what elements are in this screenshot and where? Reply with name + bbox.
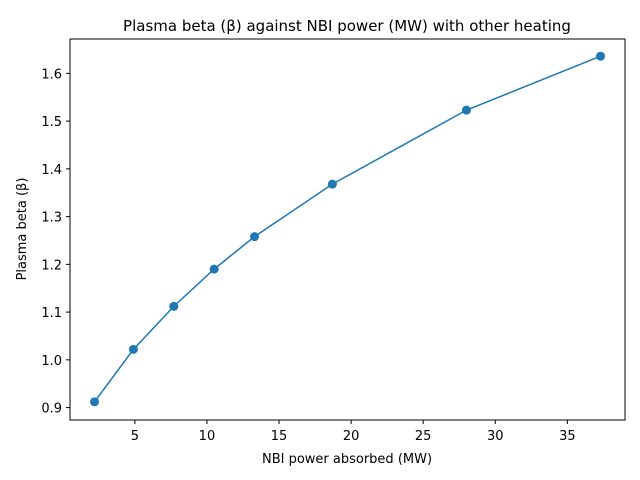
chart-title: Plasma beta (β) against NBI power (MW) w… — [123, 17, 571, 35]
y-tick-label: 1.3 — [41, 211, 62, 226]
x-tick-label: 20 — [343, 429, 360, 444]
x-tick-label: 5 — [131, 429, 139, 444]
y-tick-label: 1.6 — [41, 67, 62, 82]
data-point — [250, 232, 260, 242]
data-series — [90, 51, 605, 407]
data-point — [128, 344, 138, 354]
data-point — [327, 179, 337, 189]
data-point — [595, 51, 605, 61]
x-axis-label: NBI power absorbed (MW) — [262, 452, 432, 467]
y-tick-label: 1.5 — [41, 115, 62, 130]
axis-ticks: 5 10 15 20 25 30 35 0.9 1.0 1.1 1.2 1.3 1.4 1.5 1.6 — [41, 67, 575, 444]
x-tick-label: 25 — [415, 429, 432, 444]
data-point — [461, 105, 471, 115]
x-tick-label: 30 — [487, 429, 504, 444]
x-tick-label: 10 — [199, 429, 216, 444]
y-tick-label: 1.4 — [41, 163, 62, 178]
y-tick-label: 0.9 — [41, 402, 62, 417]
x-tick-label: 15 — [271, 429, 288, 444]
data-point — [90, 397, 100, 407]
data-point — [209, 264, 219, 274]
y-axis-label: Plasma beta (β) — [15, 178, 30, 281]
series-line — [93, 55, 601, 403]
plot-frame — [69, 38, 626, 421]
y-tick-label: 1.1 — [41, 306, 62, 321]
data-point — [169, 301, 179, 311]
y-tick-label: 1.0 — [41, 354, 62, 369]
y-tick-label: 1.2 — [41, 258, 62, 273]
x-tick-label: 35 — [559, 429, 576, 444]
